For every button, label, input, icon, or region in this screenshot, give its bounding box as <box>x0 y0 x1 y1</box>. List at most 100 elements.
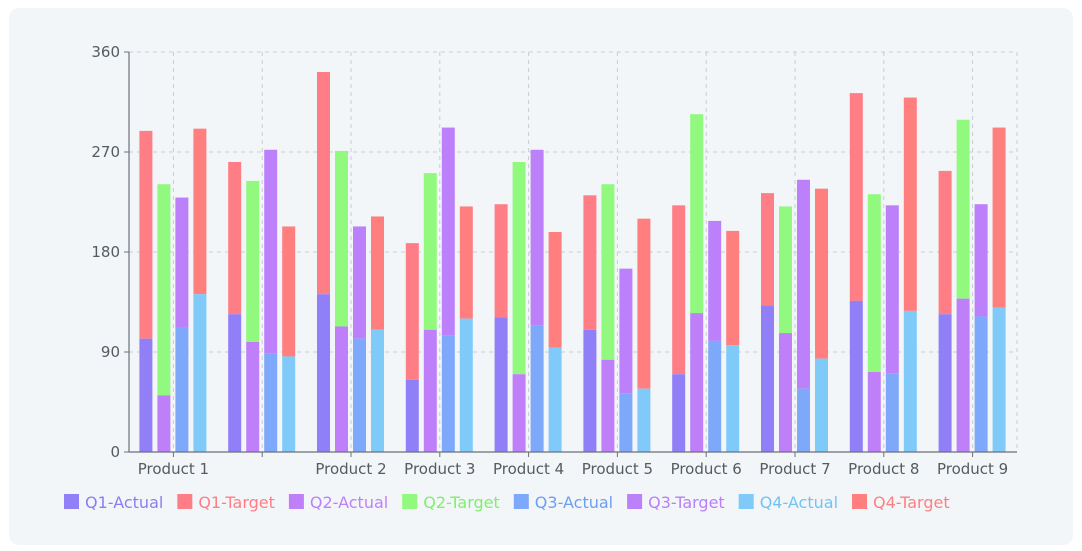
bar-segment-q1-target[interactable] <box>494 204 508 318</box>
bar-segment-q3-actual[interactable] <box>264 353 278 452</box>
legend-label: Q2-Actual <box>310 493 388 512</box>
bar-segment-q1-target[interactable] <box>761 193 774 306</box>
bar-segment-q3-target[interactable] <box>353 226 366 339</box>
bar-segment-q2-target[interactable] <box>867 194 881 372</box>
bar-segment-q2-actual[interactable] <box>157 395 171 452</box>
bar-segment-q1-actual[interactable] <box>494 317 508 452</box>
bar-segment-q1-target[interactable] <box>849 93 863 301</box>
bar-segment-q1-target[interactable] <box>583 195 597 330</box>
bar-segment-q3-target[interactable] <box>530 149 544 326</box>
bar-segment-q4-target[interactable] <box>637 218 651 389</box>
bar-segment-q2-actual[interactable] <box>335 326 348 452</box>
bar-segment-q2-actual[interactable] <box>956 298 970 452</box>
bar-segment-q2-actual[interactable] <box>423 329 437 452</box>
bar-segment-q4-actual[interactable] <box>637 388 651 452</box>
bar-segment-q3-target[interactable] <box>885 205 899 374</box>
bar-segment-q2-target[interactable] <box>601 184 615 360</box>
legend-item[interactable]: Q2-Actual <box>288 493 388 512</box>
bar-segment-q3-target[interactable] <box>441 127 455 336</box>
legend-item[interactable]: Q4-Target <box>852 493 950 512</box>
bar-segment-q3-actual[interactable] <box>708 340 722 452</box>
bar-segment-q2-target[interactable] <box>779 206 792 334</box>
bar-segment-q4-target[interactable] <box>726 230 740 346</box>
bar-segment-q2-target[interactable] <box>335 150 348 327</box>
bar-segment-q3-target[interactable] <box>619 268 633 394</box>
bar-segment-q1-target[interactable] <box>139 130 153 339</box>
x-tick-label: Product 1 <box>138 460 209 478</box>
bar-segment-q4-actual[interactable] <box>548 347 562 452</box>
bar-segment-q4-actual[interactable] <box>371 329 384 452</box>
bar-segment-q4-actual[interactable] <box>815 358 828 452</box>
bar-segment-q2-actual[interactable] <box>246 342 260 452</box>
bar-segment-q1-actual[interactable] <box>849 300 863 452</box>
bar-segment-q3-target[interactable] <box>974 204 988 317</box>
legend-item[interactable]: Q3-Actual <box>513 493 613 512</box>
legend-label: Q1-Actual <box>85 493 163 512</box>
bar-segment-q3-actual[interactable] <box>175 327 189 452</box>
legend-item[interactable]: Q1-Actual <box>64 493 163 512</box>
legend-swatch <box>288 494 304 509</box>
bar-segment-q3-target[interactable] <box>175 197 189 328</box>
bar-segment-q4-actual[interactable] <box>282 356 296 452</box>
x-tick-label: Product 3 <box>404 460 475 478</box>
bar-segment-q1-target[interactable] <box>317 72 330 295</box>
bar-segment-q1-actual[interactable] <box>938 314 952 452</box>
bar-segment-q2-target[interactable] <box>690 114 704 314</box>
legend-item[interactable]: Q3-Target <box>627 493 725 512</box>
legend: Q1-Actual Q1-Target Q2-Actual Q2-Target Q3-A… <box>64 493 950 512</box>
bar-segment-q3-target[interactable] <box>264 149 278 354</box>
bar-segment-q3-actual[interactable] <box>797 388 810 452</box>
gridlines <box>129 51 1018 452</box>
bar-segment-q4-actual[interactable] <box>193 294 207 452</box>
bar-segment-q1-target[interactable] <box>228 162 242 315</box>
bar-segment-q1-actual[interactable] <box>583 329 597 452</box>
legend-item[interactable]: Q1-Target <box>177 493 275 512</box>
bar-segment-q4-target[interactable] <box>548 232 562 348</box>
legend-item[interactable]: Q4-Actual <box>738 493 838 512</box>
bar-segment-q3-actual[interactable] <box>441 335 455 452</box>
bar-segment-q1-target[interactable] <box>672 205 686 375</box>
bar-segment-q1-actual[interactable] <box>139 338 153 452</box>
bar-segment-q4-target[interactable] <box>193 128 207 295</box>
bar-segment-q4-actual[interactable] <box>459 318 473 452</box>
bar-segment-q3-actual[interactable] <box>619 393 633 452</box>
bar-segment-q3-actual[interactable] <box>974 316 988 452</box>
bar-segment-q2-actual[interactable] <box>867 372 881 452</box>
bar-segment-q4-target[interactable] <box>992 127 1006 308</box>
bar-segment-q2-target[interactable] <box>246 180 260 342</box>
bar-segment-q3-actual[interactable] <box>530 325 544 452</box>
x-tick-label: Product 2 <box>315 460 386 478</box>
bar-segment-q2-actual[interactable] <box>779 333 792 452</box>
bar-segment-q1-target[interactable] <box>938 170 952 315</box>
bar-segment-q1-actual[interactable] <box>672 374 686 452</box>
bar-segment-q4-target[interactable] <box>371 216 384 330</box>
bar-segment-q1-actual[interactable] <box>405 379 419 452</box>
legend-item[interactable]: Q2-Target <box>402 493 500 512</box>
bar-segment-q2-actual[interactable] <box>601 359 615 452</box>
bar-segment-q3-actual[interactable] <box>885 373 899 452</box>
bar-segment-q4-target[interactable] <box>815 188 828 359</box>
bar-segment-q4-target[interactable] <box>459 206 473 319</box>
bar-segment-q2-actual[interactable] <box>690 313 704 452</box>
bar-segment-q3-target[interactable] <box>797 179 810 389</box>
y-tick-label: 270 <box>91 143 120 161</box>
bar-segment-q1-target[interactable] <box>405 243 419 380</box>
bar-segment-q4-actual[interactable] <box>903 310 917 452</box>
bar-segment-q4-actual[interactable] <box>726 345 740 452</box>
bar-segment-q4-target[interactable] <box>282 226 296 357</box>
bar-segment-q4-actual[interactable] <box>992 307 1006 452</box>
bar-segment-q2-actual[interactable] <box>512 374 526 452</box>
bar-segment-q3-actual[interactable] <box>353 338 366 452</box>
legend-swatch <box>627 494 643 509</box>
bar-segment-q2-target[interactable] <box>512 162 526 375</box>
bar-segment-q2-target[interactable] <box>157 184 171 396</box>
bar-segment-q3-target[interactable] <box>708 220 722 341</box>
bar-segment-q1-actual[interactable] <box>317 294 330 452</box>
bar-segment-q1-actual[interactable] <box>228 314 242 452</box>
bar-segment-q2-target[interactable] <box>956 119 970 299</box>
legend-swatch <box>64 494 79 509</box>
bar-segment-q4-target[interactable] <box>903 97 917 311</box>
bar-segment-q1-actual[interactable] <box>761 305 774 452</box>
bar-segment-q2-target[interactable] <box>423 173 437 330</box>
